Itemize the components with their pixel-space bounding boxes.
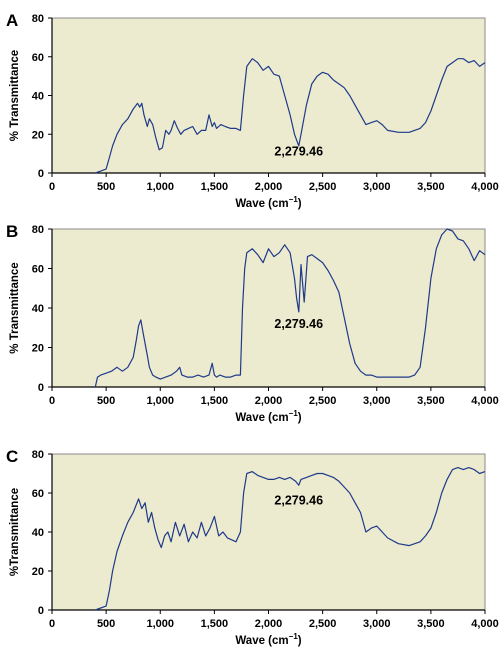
- y-tick-label: 20: [32, 129, 44, 141]
- spectrum-line: [95, 58, 486, 174]
- x-axis-label: Wave (cm−1): [235, 409, 301, 424]
- x-tick-label: 2,000: [255, 618, 283, 630]
- chart-panel-a: 0 500 1,000 1,500 2,000 2,500 3,000 3,500 4,000 0…: [6, 11, 499, 210]
- x-tick-label: 500: [97, 395, 115, 407]
- x-axis-label: Wave (cm−1): [235, 195, 301, 210]
- x-tick-label: 1,500: [201, 395, 229, 407]
- x-tick-label: 2,500: [309, 395, 337, 407]
- y-axis-label: %Transmittance: [9, 488, 21, 576]
- plot-area: [51, 17, 486, 174]
- x-tick-label: 2,000: [255, 395, 283, 407]
- y-tick-label: 20: [32, 566, 44, 578]
- y-tick-label: 60: [32, 488, 44, 500]
- x-tick-label: 0: [49, 618, 55, 630]
- panel-letter: A: [6, 11, 18, 30]
- y-tick-label: 0: [38, 168, 44, 180]
- x-tick-label: 1,000: [146, 395, 174, 407]
- x-tick-label: 3,500: [417, 618, 445, 630]
- y-tick-label: 40: [32, 527, 44, 539]
- y-axis-label: % Transmittance: [9, 262, 21, 353]
- peak-annotation: 2,279.46: [274, 494, 323, 508]
- x-tick-label: 1,500: [201, 618, 229, 630]
- chart-panel-b: 0 500 1,000 1,500 2,000 2,500 3,000 3,500 4,000 0…: [6, 222, 499, 424]
- x-tick-label: 3,500: [417, 395, 445, 407]
- y-tick-label: 60: [32, 264, 44, 276]
- y-tick-label: 80: [32, 224, 44, 236]
- x-tick-label: 2,500: [309, 181, 337, 193]
- x-tick-label: 500: [97, 181, 115, 193]
- peak-annotation: 2,279.46: [274, 317, 323, 331]
- y-tick-label: 80: [32, 13, 44, 25]
- x-tick-label: 4,000: [471, 618, 499, 630]
- plot-area: [51, 453, 486, 611]
- panel-letter: C: [6, 447, 18, 466]
- y-tick-label: 80: [32, 449, 44, 461]
- x-tick-label: 3,000: [363, 618, 391, 630]
- plot-area: [51, 228, 486, 388]
- x-tick-label: 3,000: [363, 181, 391, 193]
- x-axis-label: Wave (cm−1): [235, 632, 301, 647]
- x-tick-label: 2,000: [255, 181, 283, 193]
- x-tick-label: 0: [49, 395, 55, 407]
- y-tick-label: 20: [32, 343, 44, 355]
- y-tick-label: 0: [38, 382, 44, 394]
- panel-letter: B: [6, 222, 18, 241]
- spectrum-line: [95, 467, 486, 611]
- chart-panel-c: 0 500 1,000 1,500 2,000 2,500 3,000 3,500 4,000 0…: [6, 447, 499, 647]
- y-axis-label: % Transmittance: [9, 50, 21, 141]
- x-tick-label: 4,000: [471, 181, 499, 193]
- y-tick-label: 40: [32, 303, 44, 315]
- spectrum-line: [94, 228, 486, 388]
- x-tick-label: 0: [49, 181, 55, 193]
- y-tick-label: 0: [38, 605, 44, 617]
- x-tick-label: 1,000: [146, 181, 174, 193]
- y-tick-label: 40: [32, 91, 44, 103]
- y-tick-label: 60: [32, 52, 44, 64]
- x-tick-label: 500: [97, 618, 115, 630]
- x-tick-label: 1,500: [201, 181, 229, 193]
- x-tick-label: 3,500: [417, 181, 445, 193]
- x-tick-label: 1,000: [146, 618, 174, 630]
- x-tick-label: 2,500: [309, 618, 337, 630]
- x-tick-label: 4,000: [471, 395, 499, 407]
- peak-annotation: 2,279.46: [274, 145, 323, 159]
- x-tick-label: 3,000: [363, 395, 391, 407]
